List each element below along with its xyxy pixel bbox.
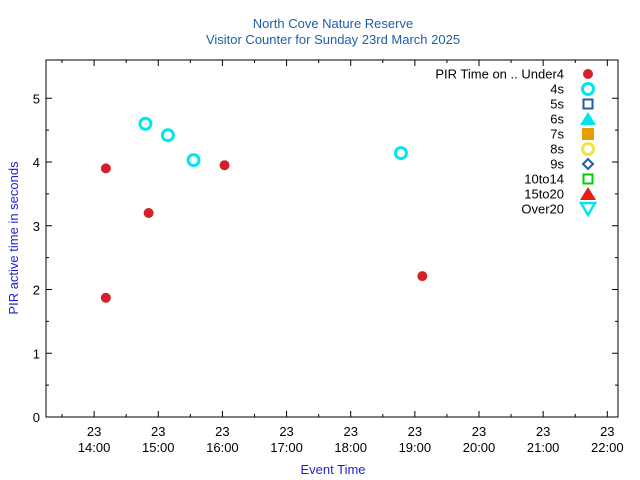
x-tick-day: 23 [87,424,101,439]
y-tick-label: 1 [33,346,40,361]
x-tick-day: 23 [215,424,229,439]
x-axis: 2314:002315:002316:002317:002318:002319:… [61,60,624,455]
data-point-4s [160,128,175,143]
plot-frame [45,59,619,418]
data-point-4s [186,153,201,168]
legend-label: 6s [550,112,564,127]
data-point-4s [393,146,408,161]
x-tick-day: 23 [600,424,614,439]
y-axis-label: PIR active time in seconds [6,161,21,315]
x-tick-day: 23 [279,424,293,439]
legend-label: PIR Time on .. Under4 [435,67,564,82]
x-tick-time: 15:00 [142,440,175,455]
legend-title: PIR Time on .. [435,67,521,82]
legend-series-name: 15to20 [524,187,564,202]
legend-series-name: 5s [550,97,564,112]
y-tick-label: 4 [33,155,40,170]
legend: PIR Time on .. Under44s5s6s7s8s9s10to141… [435,67,598,218]
x-tick-time: 21:00 [527,440,560,455]
x-tick-day: 23 [408,424,422,439]
x-axis-label: Event Time [300,462,365,477]
legend-marker-7s [582,128,594,140]
legend-marker-6s [580,112,596,125]
x-tick-time: 20:00 [463,440,496,455]
legend-marker-15to20 [580,187,596,200]
legend-marker-under4 [583,69,593,79]
y-tick-label: 0 [33,410,40,425]
legend-marker-over20 [578,201,598,218]
data-point-under4 [100,163,111,174]
legend-series-name: Over20 [521,202,564,217]
legend-marker-9s [581,157,595,171]
data-point-under4 [219,160,230,171]
x-tick-time: 18:00 [334,440,367,455]
data-point-under4 [417,271,428,282]
x-tick-day: 23 [151,424,165,439]
legend-label: 8s [550,142,564,157]
data-points [100,116,428,303]
data-point-under4 [143,208,154,218]
legend-label: Over20 [521,202,564,217]
legend-series-name: Under4 [521,67,564,82]
legend-marker-4s [581,82,595,96]
legend-label: 9s [550,157,564,172]
legend-label: 15to20 [524,187,564,202]
legend-label: 7s [550,127,564,142]
x-tick-time: 22:00 [591,440,624,455]
x-tick-time: 17:00 [270,440,303,455]
x-tick-time: 16:00 [206,440,239,455]
legend-series-name: 7s [550,127,564,142]
legend-marker-10to14 [582,173,594,185]
data-point-4s [138,116,153,131]
x-tick-time: 14:00 [78,440,111,455]
y-tick-label: 5 [33,91,40,106]
legend-label: 10to14 [524,172,564,187]
legend-series-name: 4s [550,82,564,97]
y-axis: 0 1 2 3 4 5 [33,91,618,425]
y-tick-label: 2 [33,283,40,298]
legend-marker-8s [581,142,595,156]
legend-series-name: 9s [550,157,564,172]
x-tick-time: 19:00 [399,440,432,455]
x-tick-day: 23 [343,424,357,439]
legend-series-name: 6s [550,112,564,127]
data-point-under4 [100,292,111,303]
legend-label: 4s [550,82,564,97]
chart-subtitle: Visitor Counter for Sunday 23rd March 20… [206,32,460,47]
chart-title: North Cove Nature Reserve [253,16,413,31]
legend-series-name: 10to14 [524,172,564,187]
x-tick-day: 23 [472,424,486,439]
legend-series-name: 8s [550,142,564,157]
x-tick-day: 23 [536,424,550,439]
legend-label: 5s [550,97,564,112]
y-tick-label: 3 [33,219,40,234]
legend-marker-5s [582,98,594,110]
